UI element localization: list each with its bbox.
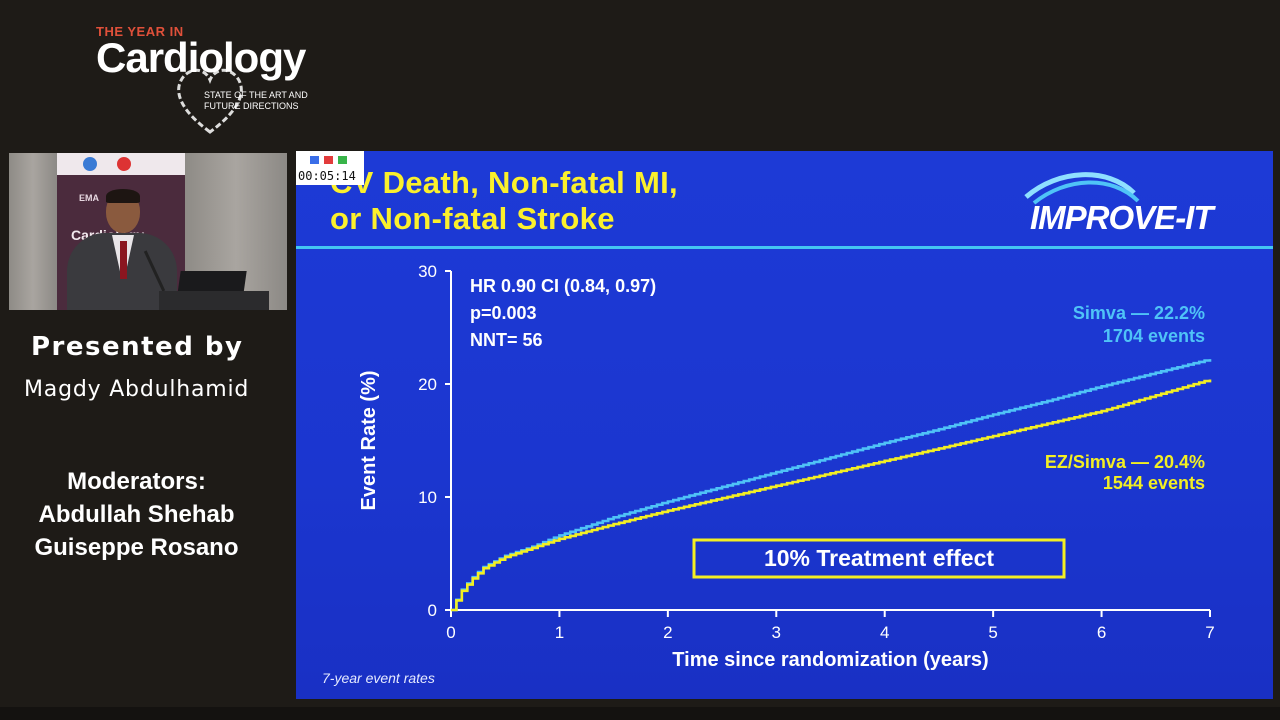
x-tick-label: 1 (555, 623, 564, 642)
logo-tagline-1: STATE OF THE ART AND (204, 90, 308, 100)
x-tick-label: 7 (1205, 623, 1214, 642)
ez-events-label: 1544 events (1103, 473, 1205, 493)
curtain-left (9, 153, 57, 310)
banner-org: EMA (79, 193, 99, 203)
km-chart: 0 10 20 30 0 1 2 3 4 5 6 7 Time since randomization … (358, 262, 1215, 671)
logo-wordmark: Cardiology (96, 34, 306, 81)
bottom-bar (0, 707, 1280, 720)
y-tick-label: 30 (418, 262, 437, 281)
moderator-name: Abdullah Shehab (38, 501, 235, 528)
sponsor-logo-icon (117, 157, 131, 171)
presenter-tie (120, 241, 127, 279)
presenter-webcam: EMA Cardiology (9, 153, 287, 310)
x-tick-label: 5 (988, 623, 997, 642)
slide-title-line: or Non-fatal Stroke (330, 201, 615, 236)
banner-sponsor-strip (57, 153, 185, 175)
title-rule (296, 246, 1273, 249)
ez-legend-label: EZ/Simva — 20.4% (1045, 452, 1205, 472)
slide-title-line: CV Death, Non-fatal MI, (330, 165, 678, 200)
x-tick-label: 0 (446, 623, 455, 642)
y-tick-label: 10 (418, 488, 437, 507)
x-tick-label: 4 (880, 623, 889, 642)
chart-labels: HR 0.90 CI (0.84, 0.97) p=0.003 NNT= 56 … (470, 276, 1205, 579)
chart-axes: 0 10 20 30 0 1 2 3 4 5 6 7 Time since randomization … (358, 262, 1215, 671)
chart-series (451, 359, 1212, 612)
slide-footnote: 7-year event rates (322, 670, 435, 686)
y-axis-title: Event Rate (%) (358, 370, 380, 510)
sponsor-logo-icon (83, 157, 97, 171)
presenter-name: Magdy Abdulhamid (24, 377, 250, 402)
trial-logo-text: IMPROVE-IT (1030, 199, 1214, 236)
recording-timer: 00:05:14 (296, 151, 364, 185)
simva-events-label: 1704 events (1103, 326, 1205, 346)
presentation-slide: CV Death, Non-fatal MI, or Non-fatal Str… (296, 151, 1273, 699)
heart-icon (177, 68, 243, 134)
x-axis-title: Time since randomization (years) (672, 649, 988, 671)
podium (159, 291, 269, 310)
presented-by-heading: Presented by (31, 332, 244, 362)
presenter-hair (106, 189, 140, 203)
trial-logo: IMPROVE-IT (1018, 163, 1258, 243)
p-value: p=0.003 (470, 303, 537, 323)
x-tick-label: 3 (772, 623, 781, 642)
swoosh-icon (1024, 172, 1140, 205)
nnt-stat: NNT= 56 (470, 330, 543, 350)
moderators-block: Moderators: Abdullah Shehab Guiseppe Ros… (0, 465, 273, 564)
series-line-ez-simva (451, 379, 1212, 612)
simva-legend-label: Simva — 22.2% (1073, 303, 1205, 323)
series-line-simva (451, 359, 1212, 612)
logo-tagline-2: FUTURE DIRECTIONS (204, 101, 299, 111)
moderator-name: Guiseppe Rosano (34, 534, 239, 561)
y-tick-label: 0 (428, 601, 437, 620)
logo-year-label: THE YEAR IN (96, 24, 184, 39)
recording-controls-icon (310, 156, 347, 164)
moderators-heading: Moderators: (67, 468, 206, 495)
slide-title: CV Death, Non-fatal MI, or Non-fatal Str… (330, 165, 678, 237)
elapsed-time: 00:05:14 (298, 169, 356, 183)
x-tick-label: 2 (663, 623, 672, 642)
effect-box-label: 10% Treatment effect (764, 545, 994, 571)
x-tick-label: 6 (1097, 623, 1106, 642)
y-tick-label: 20 (418, 375, 437, 394)
effect-box (692, 538, 1066, 579)
hr-stat: HR 0.90 CI (0.84, 0.97) (470, 276, 656, 296)
event-logo: THE YEAR IN Cardiology STATE OF THE ART … (96, 22, 336, 142)
